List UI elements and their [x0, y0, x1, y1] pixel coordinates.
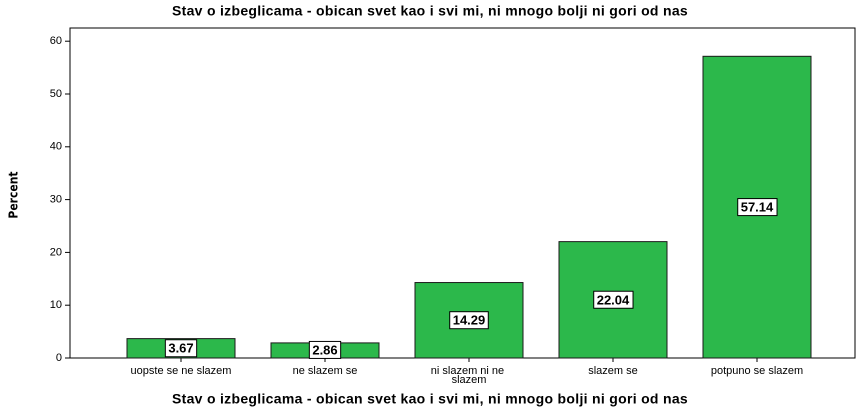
x-tick-label: ni slazem ni ne slazem [431, 365, 507, 386]
x-tick-label: slazem se [588, 365, 638, 377]
y-tick-label: 20 [50, 246, 62, 258]
label-line: slazem [452, 374, 487, 386]
x-tick-label: ne slazem se [293, 365, 358, 377]
value-label-box [449, 311, 489, 330]
value-label-box [593, 290, 634, 309]
value-label: 22.04 [597, 292, 630, 307]
x-axis-label: Stav o izbeglicama - obican svet kao i s… [172, 391, 688, 407]
value-label-box [737, 198, 778, 217]
value-label-box [308, 340, 342, 359]
value-label: 2.86 [312, 342, 337, 357]
y-tick-label: 10 [50, 299, 62, 311]
y-tick-label: 50 [50, 88, 62, 100]
label-line: ni slazem ni ne [431, 365, 507, 377]
x-tick-label: uopste se ne slazem [131, 365, 232, 377]
y-tick-label: 60 [50, 35, 62, 47]
y-axis-label: Percent [7, 171, 21, 218]
value-label-box [164, 339, 198, 358]
y-tick-label: 0 [56, 352, 62, 364]
value-label: 57.14 [741, 200, 774, 215]
chart-title: Stav o izbeglicama - obican svet kao i s… [172, 3, 688, 19]
y-tick-label: 40 [50, 141, 62, 153]
value-label: 14.29 [453, 313, 486, 328]
x-tick-label: potpuno se slazem [711, 365, 803, 377]
y-tick-label: 30 [50, 194, 62, 206]
value-label: 3.67 [168, 341, 193, 356]
